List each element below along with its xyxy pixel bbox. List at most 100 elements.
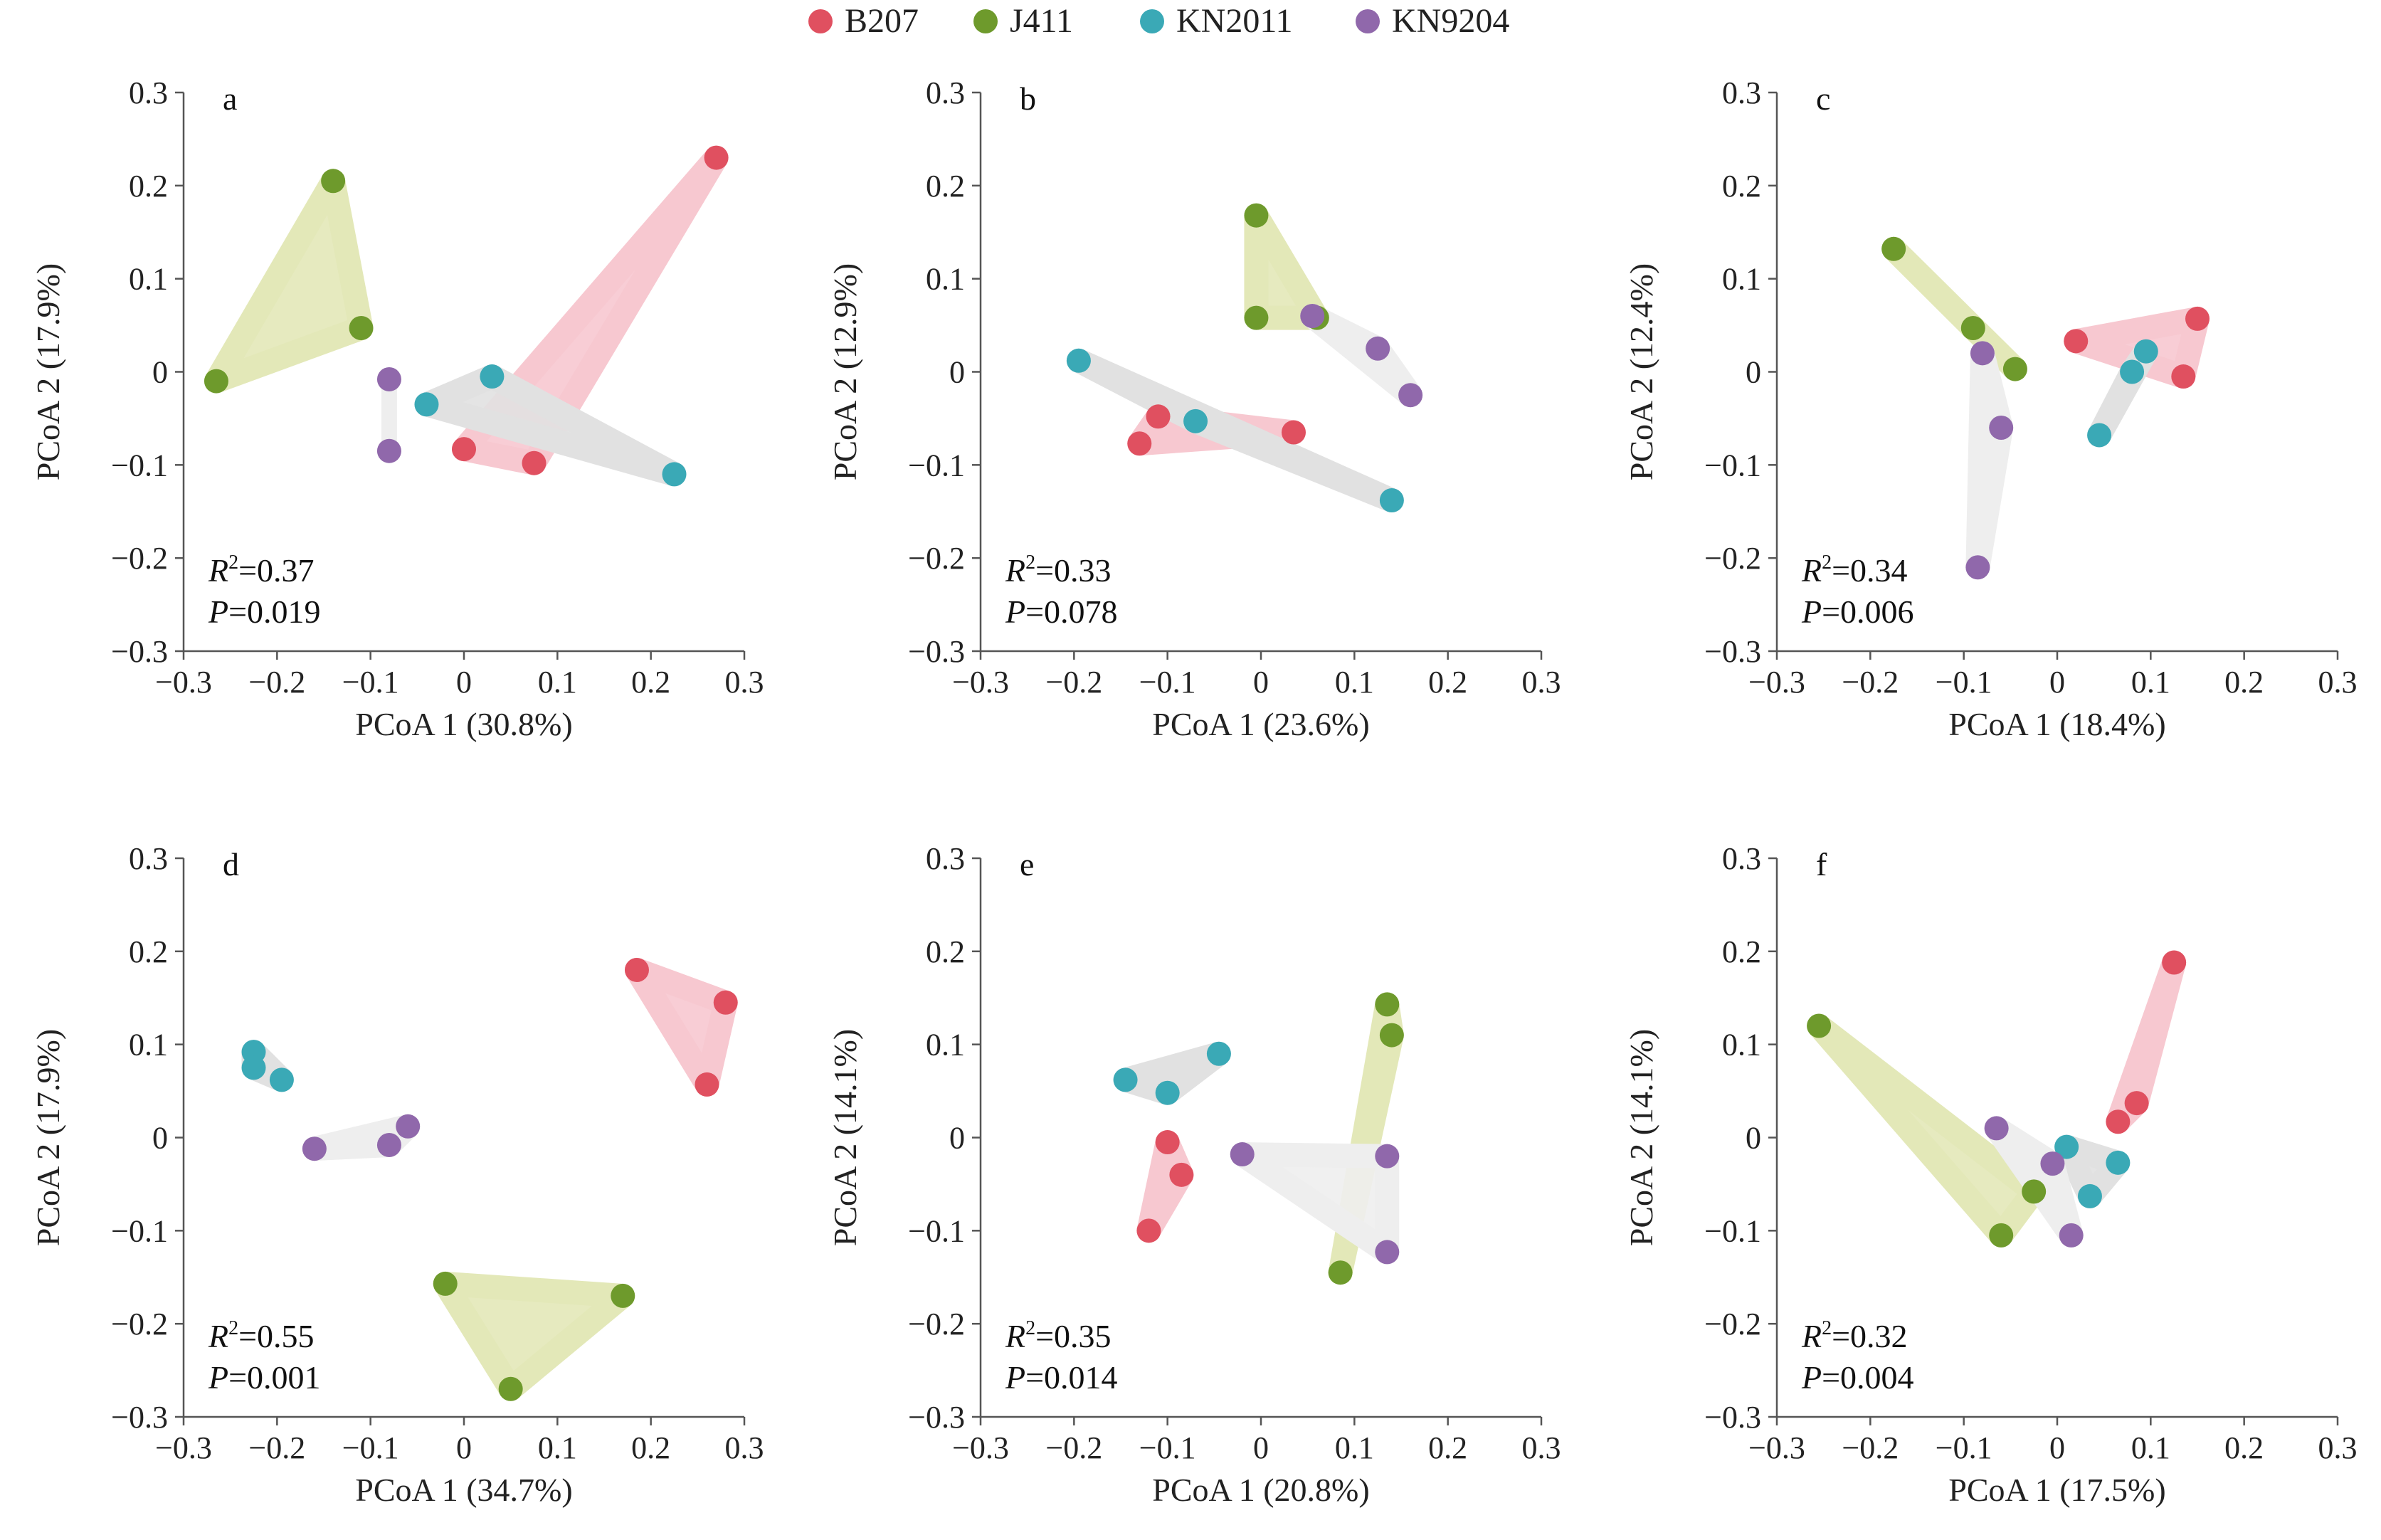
y-tick-label: 0.2: [129, 169, 168, 204]
point-kn2011: [1183, 408, 1208, 433]
r2-stat: R2=0.34: [1801, 552, 1908, 589]
hull-j411: [1244, 203, 1329, 330]
y-tick-label: 0.1: [1722, 262, 1761, 297]
point-j411: [1379, 1023, 1404, 1048]
point-kn9204: [1366, 336, 1390, 361]
point-j411: [1807, 1013, 1832, 1038]
point-b207: [2185, 306, 2210, 331]
point-kn9204: [2040, 1151, 2065, 1176]
point-kn9204: [1375, 1240, 1400, 1265]
point-kn2011: [269, 1067, 294, 1092]
y-tick-label: −0.3: [908, 634, 965, 669]
x-tick-label: −0.2: [248, 665, 305, 700]
x-tick-label: −0.3: [155, 665, 212, 700]
point-b207: [2171, 364, 2196, 389]
x-tick-label: 0.1: [538, 1430, 577, 1465]
x-axis-title: PCoA 1 (20.8%): [1152, 1472, 1369, 1508]
y-tick-label: −0.3: [1704, 634, 1761, 669]
point-j411: [1244, 305, 1269, 330]
hull-b207: [2106, 950, 2187, 1134]
point-j411: [498, 1376, 523, 1401]
point-kn2011: [2077, 1183, 2102, 1208]
panel-a: 0.3 0.2 0.1 0 −0.1 −0.2 −0.3−0.3 −0.2 −0.1 0 0.1 0.…: [30, 75, 764, 742]
point-kn9204: [1375, 1144, 1400, 1169]
y-tick-label: 0: [152, 355, 168, 390]
y-tick-label: −0.2: [908, 1307, 965, 1341]
panel-e: 0.3 0.2 0.1 0 −0.1 −0.2 −0.3−0.3 −0.2 −0.1 0 0.1 0.…: [827, 841, 1561, 1508]
y-tick-label: 0.2: [1722, 934, 1761, 969]
y-axis-title: PCoA 2 (12.4%): [1623, 263, 1659, 480]
y-tick-label: 0: [949, 1121, 965, 1156]
y-tick-label: −0.1: [908, 1213, 965, 1248]
x-tick-label: 0.3: [1522, 665, 1561, 700]
x-tick-label: 0.3: [2318, 665, 2358, 700]
x-tick-label: 0.2: [1428, 1430, 1467, 1465]
point-kn9204: [1398, 383, 1423, 408]
p-symbol: P: [1005, 594, 1025, 630]
r2-symbol: R: [1801, 1318, 1822, 1354]
legend-label: KN9204: [1392, 2, 1509, 40]
point-b207: [624, 958, 649, 982]
hull-kn2011: [2054, 1134, 2131, 1208]
y-tick-label: 0.1: [926, 1028, 965, 1062]
x-tick-label: 0.3: [725, 1430, 764, 1465]
p-stat: P=0.078: [1005, 594, 1118, 630]
legend-item-kn2011: KN2011: [1140, 2, 1293, 40]
x-tick-label: −0.2: [1842, 1430, 1899, 1465]
legend-item-j411: J411: [973, 2, 1073, 40]
p-stat: P=0.004: [1801, 1359, 1914, 1396]
x-tick-label: −0.1: [1139, 1430, 1196, 1465]
r2-value: =0.37: [238, 552, 314, 589]
legend-item-kn9204: KN9204: [1356, 2, 1509, 40]
y-tick-label: −0.3: [908, 1400, 965, 1435]
point-kn2011: [414, 392, 439, 417]
x-tick-label: −0.3: [1748, 665, 1805, 700]
hull-kn9204: [1965, 341, 2014, 580]
p-stat: P=0.014: [1005, 1359, 1118, 1396]
y-tick-label: 0: [1746, 355, 1761, 390]
r2-superscript: 2: [1025, 1317, 1035, 1339]
legend-label: KN2011: [1176, 2, 1293, 40]
point-kn9204: [1970, 341, 1995, 366]
p-stat: P=0.006: [1801, 594, 1914, 630]
x-tick-label: −0.3: [952, 1430, 1009, 1465]
p-value: =0.019: [228, 594, 320, 630]
point-j411: [1960, 316, 1985, 341]
point-kn9204: [376, 438, 401, 463]
x-tick-label: −0.2: [1045, 1430, 1102, 1465]
panel-letter: b: [1020, 80, 1036, 117]
point-kn9204: [1984, 1116, 2009, 1141]
panel-b: 0.3 0.2 0.1 0 −0.1 −0.2 −0.3−0.3 −0.2 −0.1 0 0.1 0.…: [827, 75, 1561, 742]
r2-superscript: 2: [228, 552, 238, 574]
y-tick-label: −0.1: [1704, 1213, 1761, 1248]
y-tick-label: 0.2: [926, 934, 965, 969]
point-j411: [349, 316, 374, 341]
point-b207: [1136, 1218, 1161, 1243]
point-j411: [611, 1283, 635, 1308]
y-tick-label: −0.1: [111, 448, 168, 482]
x-tick-label: 0.3: [725, 665, 764, 700]
x-tick-label: −0.3: [1748, 1430, 1805, 1465]
hull-kn9204: [1230, 1142, 1400, 1265]
panel-letter: d: [223, 846, 239, 882]
point-j411: [2022, 1179, 2047, 1204]
y-tick-label: 0: [152, 1121, 168, 1156]
point-b207: [704, 145, 729, 170]
r2-stat: R2=0.32: [1801, 1317, 1908, 1354]
point-j411: [2002, 357, 2027, 381]
x-tick-label: −0.1: [1936, 1430, 1992, 1465]
r2-superscript: 2: [228, 1317, 238, 1339]
y-tick-label: 0.3: [129, 841, 168, 876]
p-stat: P=0.019: [208, 594, 321, 630]
y-tick-label: −0.1: [1704, 448, 1761, 482]
hull-j411: [433, 1271, 635, 1401]
x-tick-label: 0: [456, 1430, 472, 1465]
r2-value: =0.32: [1832, 1318, 1907, 1354]
p-value: =0.001: [228, 1359, 320, 1396]
legend-marker: [1356, 9, 1380, 33]
legend-marker: [973, 9, 998, 33]
p-symbol: P: [208, 594, 228, 630]
point-b207: [1146, 404, 1171, 429]
point-kn2011: [1379, 488, 1404, 513]
panel-c: 0.3 0.2 0.1 0 −0.1 −0.2 −0.3−0.3 −0.2 −0.1 0 0.1 0.…: [1623, 75, 2358, 742]
